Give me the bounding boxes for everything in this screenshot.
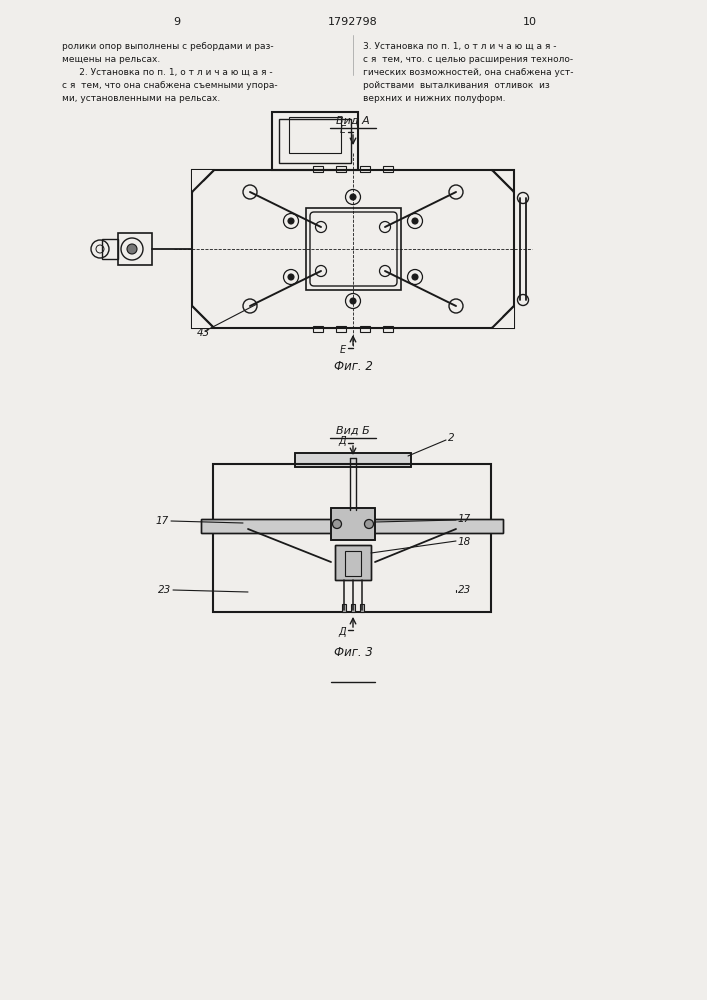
Bar (383, 326, 393, 332)
Bar (360, 326, 370, 332)
Polygon shape (192, 306, 214, 328)
Bar (295, 453, 411, 467)
Bar (360, 604, 364, 612)
Circle shape (332, 520, 341, 528)
Bar (331, 508, 375, 540)
Polygon shape (492, 170, 514, 192)
Bar (279, 119, 351, 163)
Text: Е: Е (340, 125, 346, 135)
Text: 1792798: 1792798 (328, 17, 378, 27)
Bar (192, 170, 514, 328)
Text: с я  тем, что она снабжена съемными упора-: с я тем, что она снабжена съемными упора… (62, 81, 278, 90)
Text: Вид Б: Вид Б (336, 426, 370, 436)
Circle shape (365, 520, 373, 528)
Text: ролики опор выполнены с ребордами и раз-: ролики опор выполнены с ребордами и раз- (62, 42, 274, 51)
Text: Е: Е (340, 345, 346, 355)
Bar (345, 551, 361, 576)
Bar (213, 464, 491, 612)
Bar (331, 508, 375, 540)
Bar (335, 545, 371, 580)
Bar (336, 166, 346, 172)
Circle shape (288, 218, 294, 224)
Text: 2: 2 (448, 433, 455, 443)
Bar (335, 545, 371, 580)
Bar (201, 519, 503, 533)
Text: 2. Установка по п. 1, о т л и ч а ю щ а я -: 2. Установка по п. 1, о т л и ч а ю щ а … (62, 68, 273, 77)
Circle shape (350, 298, 356, 304)
Text: Вид А: Вид А (336, 116, 370, 126)
Bar (295, 453, 411, 467)
Text: мещены на рельсах.: мещены на рельсах. (62, 55, 160, 64)
Text: Фиг. 2: Фиг. 2 (334, 360, 373, 372)
Text: Д: Д (339, 436, 346, 446)
Polygon shape (492, 306, 514, 328)
Polygon shape (492, 170, 514, 192)
Text: ми, установленными на рельсах.: ми, установленными на рельсах. (62, 94, 221, 103)
Text: 10: 10 (523, 17, 537, 27)
Circle shape (412, 274, 418, 280)
Polygon shape (192, 170, 214, 192)
Bar (313, 326, 323, 332)
Text: 9: 9 (173, 17, 180, 27)
Circle shape (412, 218, 418, 224)
Bar (289, 117, 341, 153)
Circle shape (288, 274, 294, 280)
Polygon shape (192, 170, 214, 192)
Bar (272, 112, 358, 170)
Text: ройствами  выталкивания  отливок  из: ройствами выталкивания отливок из (363, 81, 550, 90)
Text: верхних и нижних полуформ.: верхних и нижних полуформ. (363, 94, 506, 103)
Text: 17: 17 (458, 514, 472, 524)
Circle shape (350, 194, 356, 200)
Polygon shape (192, 306, 214, 328)
Text: 43: 43 (197, 328, 210, 338)
Bar (351, 604, 355, 612)
Bar (360, 166, 370, 172)
Bar (306, 208, 401, 290)
Text: 18: 18 (458, 537, 472, 547)
Text: с я  тем, что. с целью расширения техноло-: с я тем, что. с целью расширения техноло… (363, 55, 573, 64)
Bar (118, 233, 152, 265)
Circle shape (127, 244, 137, 254)
Bar (102, 239, 118, 259)
Text: 17: 17 (156, 516, 169, 526)
Text: Фиг. 3: Фиг. 3 (334, 646, 373, 658)
Bar (383, 166, 393, 172)
Text: 23: 23 (158, 585, 171, 595)
Polygon shape (492, 306, 514, 328)
Bar (336, 326, 346, 332)
Bar (313, 166, 323, 172)
Text: гических возможностей, она снабжена уст-: гических возможностей, она снабжена уст- (363, 68, 573, 77)
Bar (201, 519, 503, 533)
Bar (342, 604, 346, 612)
Text: 3. Установка по п. 1, о т л и ч а ю щ а я -: 3. Установка по п. 1, о т л и ч а ю щ а … (363, 42, 556, 51)
Text: Д: Д (339, 627, 346, 637)
Text: 23: 23 (458, 585, 472, 595)
